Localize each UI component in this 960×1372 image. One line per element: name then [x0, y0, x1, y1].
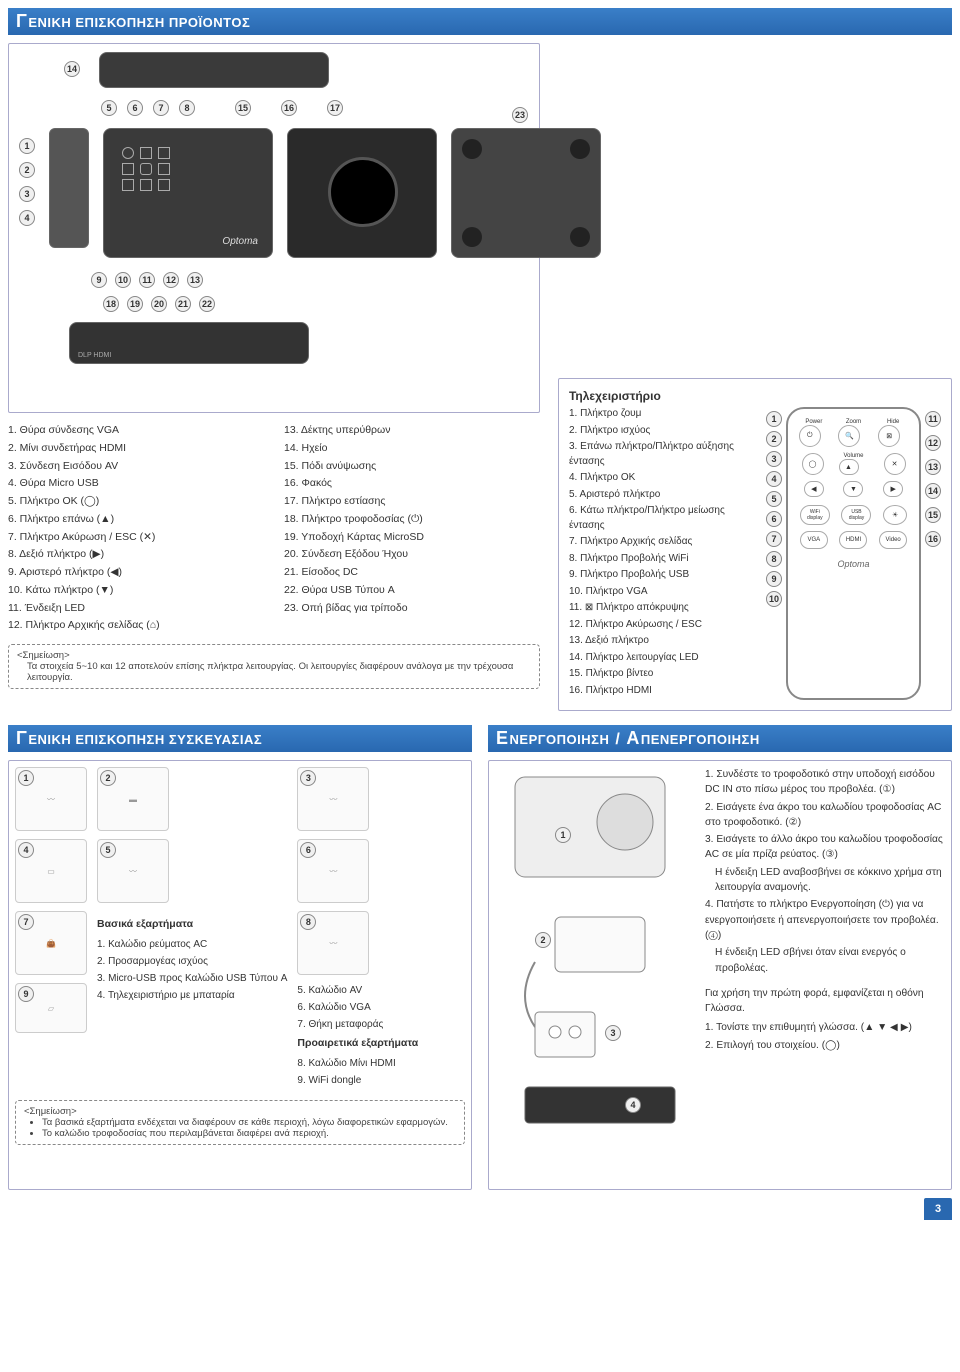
callout: 18: [103, 296, 119, 312]
page-number: 3: [924, 1198, 952, 1220]
power-callout: 4: [625, 1097, 641, 1113]
remote-brand: Optoma: [796, 559, 911, 569]
optional-title: Προαιρετικά εξαρτήματα: [297, 1036, 418, 1052]
callout: 10: [115, 272, 131, 288]
accessory-3: 3〰: [297, 767, 369, 831]
power-steps: 1. Συνδέστε το τροφοδοτικό στην υποδοχή …: [705, 767, 945, 976]
callout: 6: [127, 100, 143, 116]
callout: 2: [766, 431, 782, 447]
callout: 13: [187, 272, 203, 288]
section-header-power: Ε ΝΕΡΓΟΠΟΙΗΣΗ / Α ΠΕΝΕΡΓΟΠΟΙΗΣΗ: [488, 725, 952, 752]
callout: 3: [19, 186, 35, 202]
package-note: <Σημείωση> Τα βασικά εξαρτήματα ενδέχετα…: [15, 1100, 465, 1145]
page-footer: 3: [8, 1198, 952, 1220]
callout: 20: [151, 296, 167, 312]
remote-title: Τηλεχειριστήριο: [569, 389, 941, 403]
product-parts-list-left: 1. Θύρα σύνδεσης VGA 2. Μίνι συνδετήρας …: [8, 423, 264, 634]
callout: 17: [327, 100, 343, 116]
callout: 12: [163, 272, 179, 288]
callout: 19: [127, 296, 143, 312]
callout: 9: [766, 571, 782, 587]
callout: 8: [766, 551, 782, 567]
callout: 14: [925, 483, 941, 499]
section-rest: ΕΝΙΚΗ ΕΠΙΣΚΟΠΗΣΗ ΠΡΟΪΟΝΤΟΣ: [28, 15, 250, 30]
callout: 7: [153, 100, 169, 116]
product-parts-list-right: 13. Δέκτης υπερύθρων 14. Ηχείο 15. Πόδι …: [284, 423, 540, 616]
first-use-text: Για χρήση την πρώτη φορά, εμφανίζεται η …: [705, 986, 945, 1017]
optional-list: 8. Καλώδιο Μίνι HDMI 9. WiFi dongle: [297, 1056, 418, 1088]
callout: 16: [925, 531, 941, 547]
note-label: <Σημείωση>: [17, 650, 531, 661]
power-callout: 2: [535, 932, 551, 948]
callout: 4: [766, 471, 782, 487]
section-header-product-overview: Γ ΕΝΙΚΗ ΕΠΙΣΚΟΠΗΣΗ ΠΡΟΪΟΝΤΟΣ: [8, 8, 952, 35]
power-illustration: [495, 767, 695, 1147]
accessory-4: 4▭: [15, 839, 87, 903]
basic-title: Βασικά εξαρτήματα: [97, 917, 287, 933]
callout: 15: [235, 100, 251, 116]
accessory-5: 5〰: [97, 839, 169, 903]
callout: 11: [139, 272, 155, 288]
callout: 2: [19, 162, 35, 178]
callout: 12: [925, 435, 941, 451]
callout: 1: [766, 411, 782, 427]
callout: 5: [766, 491, 782, 507]
accessory-6: 6〰: [297, 839, 369, 903]
remote-list: 1. Πλήκτρο ζουμ 2. Πλήκτρο ισχύος 3. Επά…: [569, 407, 758, 698]
callout: 7: [766, 531, 782, 547]
callout: 3: [766, 451, 782, 467]
callout: 16: [281, 100, 297, 116]
callout: 1: [19, 138, 35, 154]
accessory-7: 7👜: [15, 911, 87, 975]
basic-list: 1. Καλώδιο ρεύματος AC 2. Προσαρμογέας ι…: [97, 937, 287, 1003]
callout-23: 23: [512, 107, 528, 123]
power-callout: 1: [555, 827, 571, 843]
callout: 9: [91, 272, 107, 288]
right-list: 5. Καλώδιο AV 6. Καλώδιο VGA 7. Θήκη μετ…: [297, 983, 418, 1032]
remote-diagram: Power⏻ Zoom🔍 Hide⊠ ◯ Volume▲ ✕ ◀ ▼: [786, 407, 921, 700]
callout-14: 14: [64, 61, 80, 77]
accessory-1: 1〰: [15, 767, 87, 831]
section-big-letter: Γ: [16, 11, 27, 32]
callout: 8: [179, 100, 195, 116]
accessory-2: 2▬: [97, 767, 169, 831]
callout: 21: [175, 296, 191, 312]
callout: 4: [19, 210, 35, 226]
first-use-steps: 1. Τονίστε την επιθυμητή γλώσσα. (▲ ▼ ◀ …: [705, 1020, 945, 1053]
power-callout: 3: [605, 1025, 621, 1041]
callout: 22: [199, 296, 215, 312]
accessory-8: 8〰: [297, 911, 369, 975]
note-text: Τα στοιχεία 5~10 και 12 αποτελούν επίσης…: [17, 661, 531, 683]
callout: 11: [925, 411, 941, 427]
product-note: <Σημείωση> Τα στοιχεία 5~10 και 12 αποτε…: [8, 644, 540, 689]
callout: 10: [766, 591, 782, 607]
callout: 15: [925, 507, 941, 523]
callout: 13: [925, 459, 941, 475]
accessory-9: 9▱: [15, 983, 87, 1033]
callout: 5: [101, 100, 117, 116]
section-header-package: Γ ΕΝΙΚΗ ΕΠΙΣΚΟΠΗΣΗ ΣΥΣΚΕΥΑΣΙΑΣ: [8, 725, 472, 752]
callout: 6: [766, 511, 782, 527]
